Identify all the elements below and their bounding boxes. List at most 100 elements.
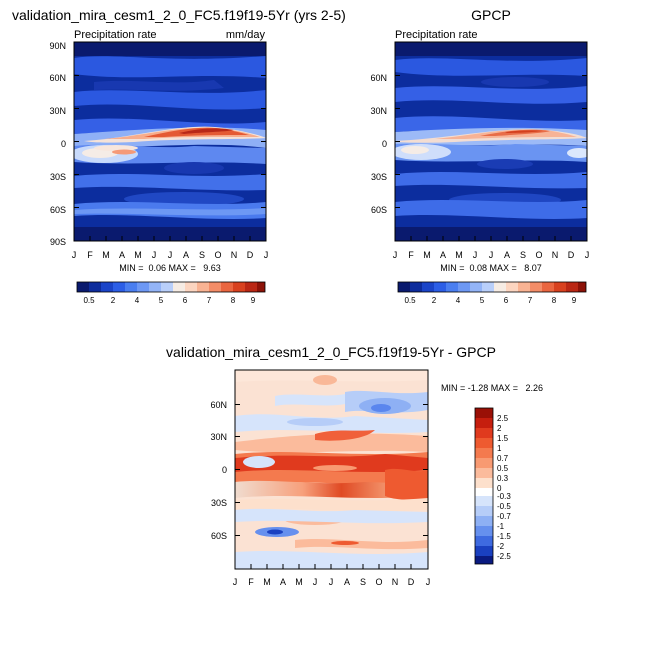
gpcp-xtick-feb: F [408,250,414,260]
diff-xtick-sep: S [360,577,366,587]
model-cb-label-7: 9 [251,296,256,305]
diff-cb-label-3: 1 [497,444,502,453]
gpcp-cb-label-6: 8 [552,296,557,305]
model-xtick-dec: D [247,250,254,260]
diff-cb-label-6: 0.3 [497,474,509,483]
model-xtick-may: M [134,250,142,260]
diff-xtick-apr: A [280,577,286,587]
panel-model: validation_mira_cesm1_2_0_FC5.f19f19-5Yr… [12,7,346,305]
model-xtick-jun: J [152,250,157,260]
diff-x-ticks: J F M A M J J A S O N D J [233,564,431,587]
model-xtick-mar: M [102,250,110,260]
gpcp-ytick-30s: 30S [371,172,387,182]
model-units: mm/day [226,29,266,41]
model-cb-label-1: 2 [111,296,116,305]
gpcp-map [395,42,587,241]
diff-cb-label-10: -0.7 [497,512,511,521]
model-cb-label-5: 7 [207,296,212,305]
diff-cb-label-8: -0.3 [497,492,511,501]
diff-y-ticks: 60N 30N 0 30S 60S [210,400,428,541]
diff-xtick-dec: D [408,577,415,587]
gpcp-xtick-apr: A [440,250,446,260]
diff-xtick-oct: O [375,577,382,587]
gpcp-ytick-60n: 60N [370,73,387,83]
model-ytick-60s: 60S [50,205,66,215]
model-cb-label-2: 4 [135,296,140,305]
model-xtick-jan: J [72,250,77,260]
gpcp-xtick-jun: J [473,250,478,260]
gpcp-xtick-jan: J [393,250,398,260]
model-xtick-sep: S [199,250,205,260]
diff-ytick-60n: 60N [210,400,227,410]
gpcp-xtick-oct: O [535,250,542,260]
model-map [74,42,266,241]
diff-cb-label-14: -2.5 [497,552,511,561]
gpcp-cb-label-4: 6 [504,296,509,305]
model-ytick-30s: 30S [50,172,66,182]
model-ytick-60n: 60N [49,73,66,83]
diff-xtick-jan: J [233,577,238,587]
gpcp-xtick-may: M [455,250,463,260]
model-ytick-0: 0 [61,139,66,149]
model-title: validation_mira_cesm1_2_0_FC5.f19f19-5Yr… [12,7,346,23]
model-stats: MIN = 0.06 MAX = 9.63 [119,263,221,273]
diff-ytick-60s: 60S [211,531,227,541]
model-cb-label-4: 6 [183,296,188,305]
gpcp-cb-label-0: 0.5 [404,296,416,305]
gpcp-xtick-jan2: J [585,250,590,260]
diff-cb-label-2: 1.5 [497,434,509,443]
gpcp-cb-label-1: 2 [432,296,437,305]
diff-cb-label-9: -0.5 [497,502,511,511]
gpcp-cb-label-2: 4 [456,296,461,305]
model-xtick-feb: F [87,250,93,260]
model-ytick-90s: 90S [50,237,66,247]
diff-ytick-30n: 30N [210,432,227,442]
gpcp-cb-label-7: 9 [572,296,577,305]
diff-xtick-mar: M [263,577,271,587]
diff-cb-label-7: 0 [497,484,502,493]
model-ytick-30n: 30N [49,106,66,116]
model-xtick-oct: O [214,250,221,260]
gpcp-cb-label-3: 5 [480,296,485,305]
diff-xtick-aug: A [344,577,350,587]
diff-cb-label-13: -2 [497,542,505,551]
model-xtick-aug: A [183,250,189,260]
gpcp-cb-label-5: 7 [528,296,533,305]
model-xtick-jul: J [168,250,173,260]
diff-map [235,370,428,569]
model-cb-label-6: 8 [231,296,236,305]
diff-xtick-jan2: J [426,577,431,587]
gpcp-ytick-0: 0 [382,139,387,149]
diff-xtick-nov: N [392,577,399,587]
diff-xtick-feb: F [248,577,254,587]
model-ytick-90n: 90N [49,41,66,51]
diff-cb-label-4: 0.7 [497,454,509,463]
model-cb-label-0: 0.5 [83,296,95,305]
diff-xtick-jul: J [329,577,334,587]
gpcp-xtick-sep: S [520,250,526,260]
gpcp-xtick-jul: J [489,250,494,260]
diff-colorbar: 2.5 2 1.5 1 0.7 0.5 0.3 0 -0.3 -0.5 -0.7… [474,407,511,565]
diff-cb-label-11: -1 [497,522,505,531]
diff-xtick-may: M [295,577,303,587]
diff-cb-label-1: 2 [497,424,502,433]
model-xtick-nov: N [231,250,238,260]
panel-difference: validation_mira_cesm1_2_0_FC5.f19f19-5Yr… [166,344,543,587]
gpcp-colorbar: 0.5 2 4 5 6 7 8 9 [397,281,587,305]
gpcp-ytick-60s: 60S [371,205,387,215]
model-xtick-apr: A [119,250,125,260]
gpcp-title: GPCP [471,7,511,23]
panel-gpcp: GPCP Precipitation rate 60N [370,7,590,305]
gpcp-stats: MIN = 0.08 MAX = 8.07 [440,263,542,273]
gpcp-xtick-nov: N [552,250,559,260]
diff-ytick-30s: 30S [211,498,227,508]
diff-stats: MIN = -1.28 MAX = 2.26 [441,383,543,393]
model-x-ticks: J F M A M J J A S O N D J [72,236,268,260]
diff-ytick-0: 0 [222,465,227,475]
gpcp-y-ticks: 60N 30N 0 30S 60S [370,73,587,215]
gpcp-x-ticks: J F M A M J J A S O N D J [393,236,590,260]
gpcp-xtick-dec: D [568,250,575,260]
diff-cb-label-12: -1.5 [497,532,511,541]
model-y-ticks: 90N 60N 30N 0 30S 60S 90S [49,41,266,247]
gpcp-left-label: Precipitation rate [395,29,478,41]
